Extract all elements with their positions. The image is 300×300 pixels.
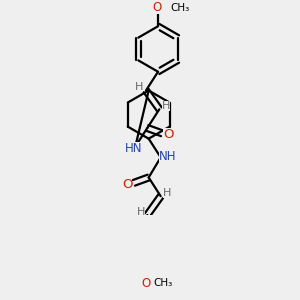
Text: H: H [163, 188, 172, 198]
Text: CH₃: CH₃ [154, 278, 173, 288]
Text: H: H [162, 101, 170, 111]
Text: HN: HN [125, 142, 143, 154]
Text: NH: NH [159, 150, 176, 163]
Text: H: H [135, 82, 143, 92]
Text: O: O [122, 178, 133, 191]
Text: CH₃: CH₃ [170, 2, 190, 13]
Text: H: H [136, 207, 145, 217]
Text: O: O [152, 1, 161, 14]
Text: O: O [141, 277, 151, 290]
Text: O: O [164, 128, 174, 141]
